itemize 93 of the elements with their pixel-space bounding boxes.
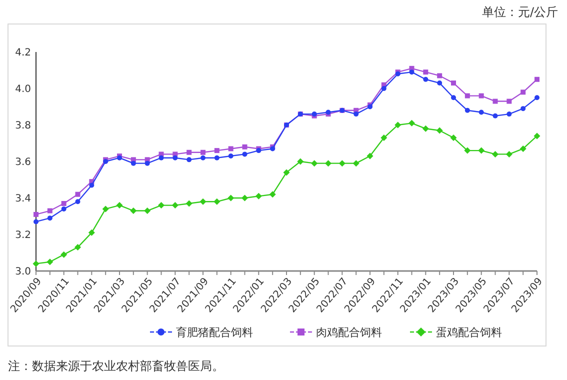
point <box>200 198 206 205</box>
point <box>338 160 346 167</box>
point <box>158 155 164 160</box>
point <box>75 199 80 204</box>
point <box>89 182 94 188</box>
point <box>478 93 484 98</box>
point <box>520 106 526 112</box>
point <box>423 70 428 75</box>
point <box>478 110 484 115</box>
point <box>506 98 512 104</box>
point <box>423 76 428 82</box>
point <box>116 202 123 209</box>
point <box>200 150 206 155</box>
point <box>394 122 402 128</box>
y-tick-label: 3.4 <box>15 194 31 204</box>
point <box>422 125 429 132</box>
point <box>381 86 386 91</box>
point <box>311 160 318 167</box>
point <box>464 108 470 113</box>
text: 注：数据来源于农业农村部畜牧兽医局。 <box>8 359 224 373</box>
legend-label: 育肥猪配合饲料 <box>176 326 253 339</box>
point <box>242 144 248 150</box>
point <box>464 93 470 98</box>
point <box>75 192 80 197</box>
point <box>534 95 540 100</box>
point <box>130 160 136 166</box>
point <box>354 112 359 117</box>
point <box>242 194 248 202</box>
point <box>409 70 414 75</box>
legend-label: 蛋鸡配合饲料 <box>436 326 502 339</box>
point <box>255 192 262 200</box>
point <box>436 127 443 134</box>
point <box>47 208 52 214</box>
point <box>380 134 388 142</box>
point <box>451 95 456 100</box>
point <box>492 113 498 118</box>
chart-subtitle: 单位：元/公斤 <box>482 5 558 19</box>
point <box>534 76 540 82</box>
point <box>492 150 498 158</box>
legend-label: 肉鸡配合饲料 <box>316 326 382 339</box>
point <box>158 202 164 209</box>
y-tick-label: 4.2 <box>15 48 31 58</box>
point <box>325 160 332 167</box>
point <box>464 147 471 154</box>
point <box>200 155 206 160</box>
y-tick-label: 3.8 <box>15 120 31 132</box>
point <box>61 200 66 206</box>
point <box>46 258 54 266</box>
point <box>144 160 150 166</box>
point <box>520 145 526 152</box>
point <box>352 160 360 167</box>
point <box>172 155 178 160</box>
point <box>366 152 374 160</box>
point <box>437 80 442 86</box>
point <box>144 208 151 214</box>
y-tick-label: 4.0 <box>15 84 31 95</box>
point <box>450 134 457 142</box>
point <box>61 206 66 212</box>
point <box>60 251 68 258</box>
point <box>88 229 95 236</box>
point <box>34 219 38 224</box>
point <box>186 157 192 162</box>
point <box>506 150 512 158</box>
point <box>408 120 415 126</box>
point <box>534 132 540 140</box>
point <box>186 200 192 207</box>
point <box>172 202 178 209</box>
point <box>47 216 52 221</box>
point <box>102 206 109 212</box>
point <box>228 146 234 152</box>
point <box>437 73 442 78</box>
y-tick-label: 3.0 <box>15 266 31 278</box>
point <box>214 198 220 205</box>
point <box>32 260 40 267</box>
point <box>228 194 234 202</box>
point <box>451 80 456 86</box>
point <box>214 148 220 154</box>
point <box>297 158 304 165</box>
y-tick-label: 3.6 <box>15 157 31 168</box>
point <box>478 147 485 154</box>
point <box>130 208 137 214</box>
y-tick-label: 3.2 <box>15 230 31 241</box>
point <box>492 98 498 104</box>
point <box>269 191 276 198</box>
point <box>520 90 526 95</box>
point <box>186 150 192 155</box>
point <box>506 112 512 117</box>
point <box>228 154 234 159</box>
point <box>74 244 81 251</box>
point <box>214 155 220 160</box>
point <box>242 152 248 157</box>
point <box>283 169 290 176</box>
point <box>34 212 38 217</box>
